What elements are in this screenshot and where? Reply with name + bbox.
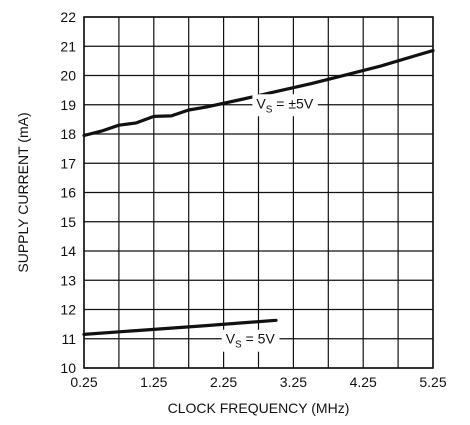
y-tick-label: 21 bbox=[60, 38, 76, 54]
series-line-vs-dual bbox=[82, 48, 435, 138]
tick-labels: 0.25 1.25 2.25 3.25 4.25 5.25 10 11 12 13 14 15 16 17… bbox=[60, 9, 446, 390]
x-tick-label: 4.25 bbox=[350, 374, 377, 390]
y-axis-title: SUPPLY CURRENT (mA) bbox=[15, 112, 31, 272]
label-background bbox=[221, 329, 280, 352]
y-tick-label: 16 bbox=[60, 185, 76, 201]
plot-frame bbox=[83, 16, 434, 369]
label-background bbox=[252, 94, 318, 117]
series-label-vs-dual: VS = ±5V bbox=[256, 95, 313, 115]
series-label-sub: S bbox=[235, 340, 242, 351]
x-tick-label: 1.25 bbox=[140, 374, 167, 390]
series-label-main: V bbox=[226, 331, 236, 347]
y-tick-label: 20 bbox=[60, 68, 76, 84]
y-tick-label: 11 bbox=[61, 331, 76, 347]
series-label-vs-single: VS = 5V bbox=[226, 331, 276, 351]
grid bbox=[83, 16, 434, 369]
y-tick-label: 18 bbox=[60, 126, 76, 142]
series-layer bbox=[82, 48, 435, 336]
x-axis-title: CLOCK FREQUENCY (MHz) bbox=[168, 400, 350, 416]
x-tick-label: 0.25 bbox=[70, 374, 97, 390]
series-label-main: V bbox=[256, 95, 266, 111]
y-tick-label: 13 bbox=[60, 272, 76, 288]
y-tick-label: 17 bbox=[60, 155, 76, 171]
x-tick-label: 2.25 bbox=[210, 374, 237, 390]
y-tick-label: 22 bbox=[60, 9, 76, 25]
x-tick-label: 3.25 bbox=[280, 374, 307, 390]
series-label-rest: = ±5V bbox=[272, 95, 313, 111]
series-label-rest: = 5V bbox=[242, 331, 276, 347]
y-tick-label: 10 bbox=[60, 360, 76, 376]
y-tick-label: 15 bbox=[60, 214, 76, 230]
y-tick-label: 12 bbox=[60, 302, 76, 318]
series-line-vs-single bbox=[82, 318, 278, 336]
x-tick-label: 5.25 bbox=[419, 374, 446, 390]
y-tick-label: 19 bbox=[60, 97, 76, 113]
series-label-sub: S bbox=[266, 104, 273, 115]
y-tick-label: 14 bbox=[60, 243, 76, 259]
